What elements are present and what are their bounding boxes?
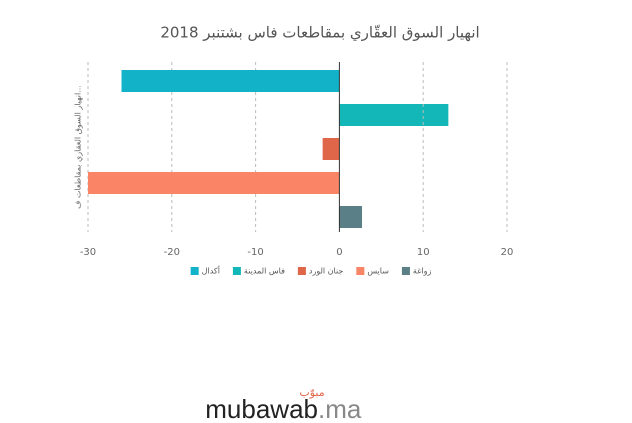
- bar: [121, 70, 340, 92]
- legend-swatch: [190, 267, 199, 275]
- x-tick-label: 10: [417, 247, 430, 258]
- bar: [339, 104, 449, 126]
- legend-label: أكدال: [202, 266, 220, 276]
- logo-suffix: .ma: [318, 394, 362, 423]
- logo-arabic: مبوّب: [299, 386, 324, 399]
- legend-label: زواغة: [413, 267, 432, 276]
- bar: [339, 206, 363, 228]
- legend-label: سايس: [367, 267, 389, 276]
- legend-label: فاس المدينة: [244, 267, 285, 276]
- bar: [322, 138, 340, 160]
- chart-title: انهيار السوق العقّاري بمقاطعات فاس بشتنب…: [160, 24, 479, 43]
- bar: [88, 172, 340, 194]
- x-tick-label: 20: [501, 247, 514, 258]
- y-axis-label: انهيار السوق العقاري بمقاطعات ف...: [74, 85, 83, 209]
- x-tick-label: -30: [80, 247, 96, 258]
- legend-swatch: [356, 267, 365, 275]
- x-tick-label: 0: [336, 247, 342, 258]
- legend-swatch: [401, 267, 410, 275]
- x-tick-label: -20: [164, 247, 180, 258]
- legend-swatch: [232, 267, 241, 275]
- legend-swatch: [297, 267, 306, 275]
- legend-label: جنان الورد: [309, 267, 343, 276]
- x-tick-label: -10: [247, 247, 263, 258]
- logo: mubawab: [205, 394, 318, 423]
